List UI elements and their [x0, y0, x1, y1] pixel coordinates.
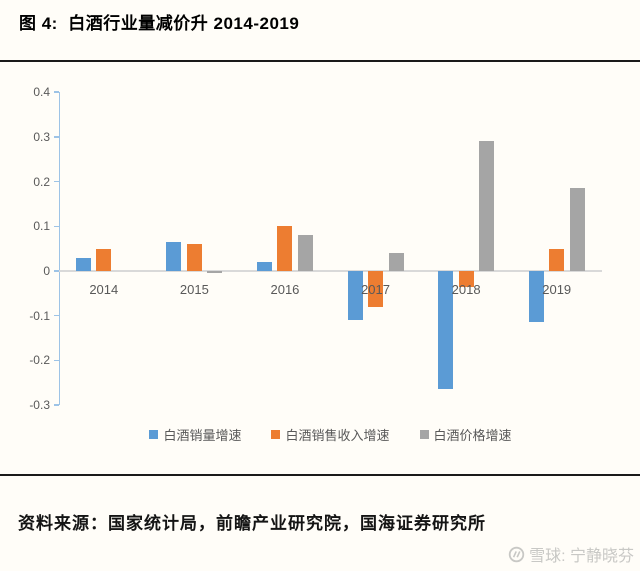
- y-axis-tick: [53, 136, 59, 138]
- bar-2016-series2: [297, 235, 313, 271]
- x-category-label: 2015: [179, 282, 209, 297]
- bar-2019-series0: [528, 271, 544, 323]
- y-tick-label: 0: [43, 264, 50, 278]
- y-axis-tick: [53, 314, 59, 317]
- y-tick-label: 0.1: [33, 219, 50, 234]
- x-category-label: 2019: [542, 282, 572, 297]
- x-axis-zero-line: [58, 270, 602, 272]
- y-axis-tick: [53, 225, 59, 228]
- y-tick-label: -0.1: [29, 308, 50, 323]
- bar-2019-series2: [569, 188, 585, 271]
- watermark-text: 雪球: 宁静晓芬: [529, 548, 634, 565]
- bar-2015-series1: [186, 244, 202, 271]
- bar-2017-series1: [368, 271, 384, 307]
- y-axis-tick: [53, 180, 59, 183]
- legend-item: 白酒销售收入增速: [271, 425, 390, 444]
- watermark: 雪球: 宁静晓芬: [508, 542, 634, 566]
- bottom-divider-line: [0, 474, 640, 476]
- bar-2018-series1: [458, 271, 474, 287]
- y-axis-tick: [53, 270, 59, 272]
- source-note: 资料来源：国家统计局，前瞻产业研究院，国海证券研究所: [18, 514, 486, 533]
- legend-label: 白酒价格增速: [433, 428, 512, 443]
- x-category-label: 2017: [361, 282, 390, 297]
- y-tick-label: 0.2: [33, 174, 50, 189]
- bar-2014-series0: [75, 257, 91, 271]
- bar-chart: 0.4 0.3 0.2 0.1 0 -0.1 -0.2 -0.3 2014 2015 2016 201…: [0, 62, 640, 474]
- y-axis: [58, 92, 60, 406]
- y-axis-tick: [53, 359, 59, 362]
- y-tick-label: 0.4: [33, 85, 50, 100]
- bar-2019-series1: [549, 248, 565, 271]
- y-axis-tick: [53, 91, 59, 93]
- x-category-label: 2014: [89, 282, 119, 297]
- legend-swatch-icon: [149, 430, 159, 439]
- x-category-label: 2018: [451, 282, 481, 297]
- legend-item: 白酒价格增速: [419, 425, 512, 444]
- y-axis-tick: [53, 404, 59, 406]
- bar-2017-series0: [347, 271, 363, 321]
- y-tick-label: -0.3: [29, 398, 50, 413]
- figure-title: 图 4: 白酒行业量减价升 2014-2019: [19, 14, 300, 33]
- bar-2018-series2: [479, 141, 495, 271]
- y-tick-label: -0.2: [29, 353, 50, 368]
- top-divider-line: [0, 60, 640, 62]
- bar-2015-series0: [166, 241, 182, 271]
- xueqiu-logo-icon: [508, 546, 525, 563]
- legend-label: 白酒销量增速: [163, 428, 242, 443]
- bar-2016-series0: [256, 262, 272, 271]
- bar-2016-series1: [277, 226, 293, 271]
- x-category-label: 2016: [270, 282, 300, 297]
- legend-swatch-icon: [419, 430, 429, 439]
- bar-2017-series2: [388, 253, 404, 271]
- chart-legend: 白酒销量增速 白酒销售收入增速 白酒价格增速: [59, 425, 602, 444]
- legend-item: 白酒销量增速: [149, 425, 241, 444]
- legend-swatch-icon: [271, 430, 281, 439]
- bar-2015-series2: [207, 271, 223, 274]
- bar-2014-series1: [96, 248, 112, 271]
- bar-2018-series0: [438, 271, 454, 390]
- y-tick-label: 0.3: [33, 129, 50, 144]
- legend-label: 白酒销售收入增速: [285, 428, 390, 443]
